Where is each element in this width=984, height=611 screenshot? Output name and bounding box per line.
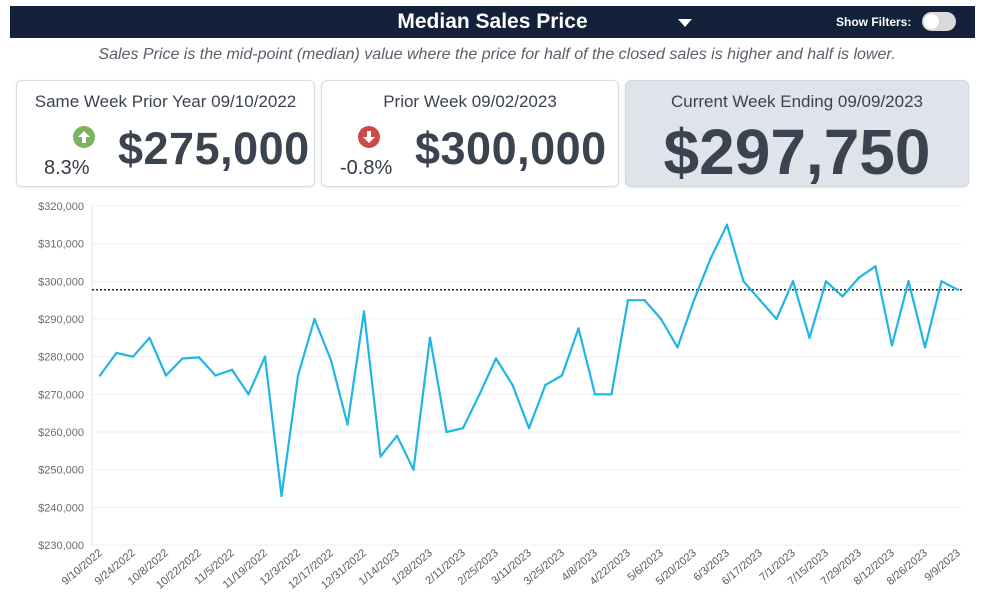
chevron-down-icon[interactable] xyxy=(678,19,692,27)
data-point xyxy=(511,383,514,387)
y-tick-label: $290,000 xyxy=(38,314,84,326)
data-point xyxy=(659,317,663,321)
data-point xyxy=(742,280,745,283)
data-point xyxy=(709,257,712,260)
data-point xyxy=(610,393,613,396)
y-tick-label: $250,000 xyxy=(38,465,84,477)
arrow-down-icon xyxy=(358,126,380,148)
data-point xyxy=(148,336,151,340)
data-point xyxy=(164,374,168,377)
data-point xyxy=(890,344,894,347)
data-point xyxy=(230,368,234,372)
data-point xyxy=(758,298,762,302)
data-point xyxy=(544,383,547,387)
change-percent: 8.3% xyxy=(44,157,90,179)
data-point xyxy=(379,455,382,458)
y-tick-label: $280,000 xyxy=(38,352,84,364)
data-point xyxy=(527,427,531,430)
y-tick-label: $270,000 xyxy=(38,389,84,401)
card-title: Current Week Ending 09/09/2023 xyxy=(670,92,924,111)
data-point xyxy=(412,468,415,471)
data-point xyxy=(626,298,630,302)
data-point xyxy=(247,393,250,396)
y-tick-label: $260,000 xyxy=(38,427,84,439)
data-point xyxy=(181,357,184,360)
data-point xyxy=(560,374,564,377)
data-point xyxy=(98,374,102,377)
data-point xyxy=(329,359,333,362)
page-title: Median Sales Price xyxy=(397,10,588,33)
data-point xyxy=(593,393,597,396)
current-week-card: Current Week Ending 09/09/2023 $297,750 xyxy=(625,80,969,188)
y-tick-label: $310,000 xyxy=(38,239,84,251)
data-point xyxy=(824,280,828,283)
data-point xyxy=(445,430,448,434)
data-point xyxy=(841,295,844,298)
data-point xyxy=(131,355,135,358)
data-point xyxy=(115,351,118,355)
series-line xyxy=(99,223,959,498)
data-point xyxy=(362,310,366,313)
arrow-up-icon xyxy=(73,126,95,148)
y-tick-label: $240,000 xyxy=(38,502,84,514)
data-point xyxy=(791,280,795,283)
data-point xyxy=(280,494,283,498)
data-point xyxy=(857,276,861,279)
data-point xyxy=(313,317,316,321)
show-filters-toggle[interactable] xyxy=(922,12,956,31)
data-point xyxy=(263,355,267,358)
median-price-line-chart: $320,000 $310,000 $300,000 $290,000 $280,000… xyxy=(38,201,963,592)
data-point xyxy=(643,298,646,302)
y-tick-label: $300,000 xyxy=(38,276,84,288)
data-point xyxy=(214,374,217,377)
y-tick-label: $230,000 xyxy=(38,540,84,552)
data-point xyxy=(395,434,399,437)
data-point xyxy=(494,357,498,360)
data-point xyxy=(775,317,778,321)
data-point xyxy=(874,265,877,268)
data-point xyxy=(197,356,201,359)
header-bar: Median Sales Price Show Filters: xyxy=(10,6,975,38)
price-value: $275,000 xyxy=(118,123,310,174)
data-point xyxy=(692,298,696,302)
data-point xyxy=(725,223,729,227)
data-point xyxy=(461,427,465,430)
data-point xyxy=(676,346,679,349)
subtitle: Sales Price is the mid-point (median) va… xyxy=(98,46,896,63)
price-value: $300,000 xyxy=(415,123,607,174)
prior-week-card: Prior Week 09/02/2023 -0.8% $300,000 xyxy=(321,80,619,187)
data-point xyxy=(907,280,910,283)
change-percent: -0.8% xyxy=(340,157,393,179)
data-point xyxy=(923,346,927,349)
toggle-knob xyxy=(924,14,939,29)
prior-year-card: Same Week Prior Year 09/10/2022 8.3% $27… xyxy=(16,80,315,187)
data-point xyxy=(296,374,300,377)
data-point xyxy=(478,393,481,396)
y-tick-label: $320,000 xyxy=(38,201,84,213)
card-title: Prior Week 09/02/2023 xyxy=(383,92,557,111)
data-point xyxy=(428,336,432,340)
x-tick-label: 9/9/2023 xyxy=(922,547,963,584)
data-point xyxy=(940,280,943,283)
data-point xyxy=(956,288,960,292)
current-price-value: $297,750 xyxy=(663,116,931,188)
data-point xyxy=(577,327,580,330)
data-point xyxy=(808,336,811,340)
show-filters-label: Show Filters: xyxy=(836,15,912,29)
data-point xyxy=(346,423,349,426)
card-title: Same Week Prior Year 09/10/2022 xyxy=(34,92,297,111)
